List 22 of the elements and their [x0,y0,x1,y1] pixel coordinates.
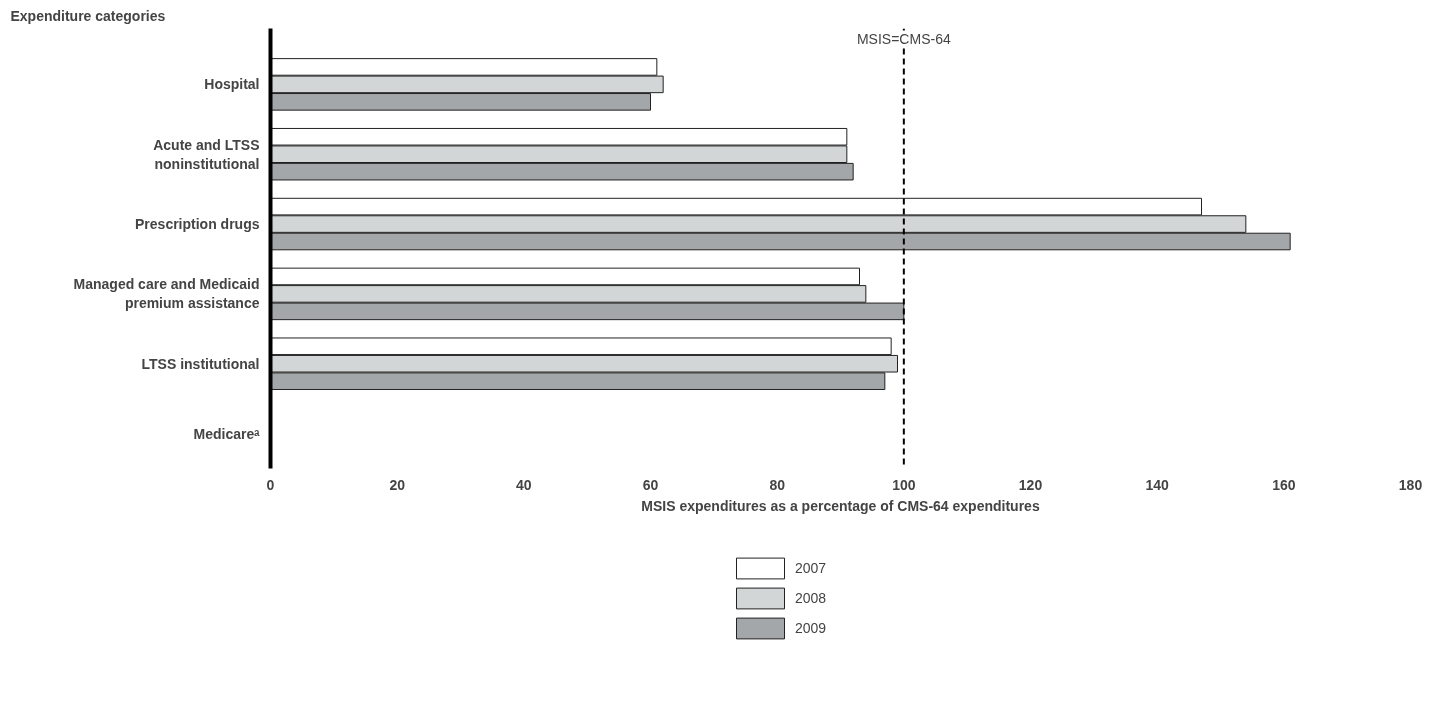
y-tick-label: LTSS institutional [141,355,260,372]
x-axis-title: MSIS expenditures as a percentage of CMS-64 expenditures [641,497,1040,514]
x-tick-label: 40 [516,476,532,493]
x-tick-label: 20 [389,476,406,493]
y-tick-label: Prescription drugs [135,216,260,233]
x-tick-label: 180 [1398,476,1423,493]
x-tick-label: 160 [1272,476,1296,493]
legend-label: 2009 [795,620,827,636]
y-tick-label: Hospital [204,76,260,93]
ref-line-label: MSIS=CMS-64 [856,30,951,47]
y-axis-title: Expenditure categories [10,7,166,24]
x-tick-label: 60 [642,476,659,493]
y-tick-label: Managed care and Medicaid premium assistance [73,276,260,312]
x-tick-label: 0 [266,476,275,493]
x-tick-label: 80 [769,476,786,493]
legend-label: 2008 [795,590,827,606]
y-tick-label: Medicareᵃ [193,425,261,442]
x-tick-label: 100 [892,476,916,493]
legend-label: 2007 [795,560,827,576]
x-tick-label: 140 [1145,476,1170,493]
y-tick-label: Acute and LTSS noninstitutional [153,136,260,172]
x-tick-label: 120 [1018,476,1043,493]
